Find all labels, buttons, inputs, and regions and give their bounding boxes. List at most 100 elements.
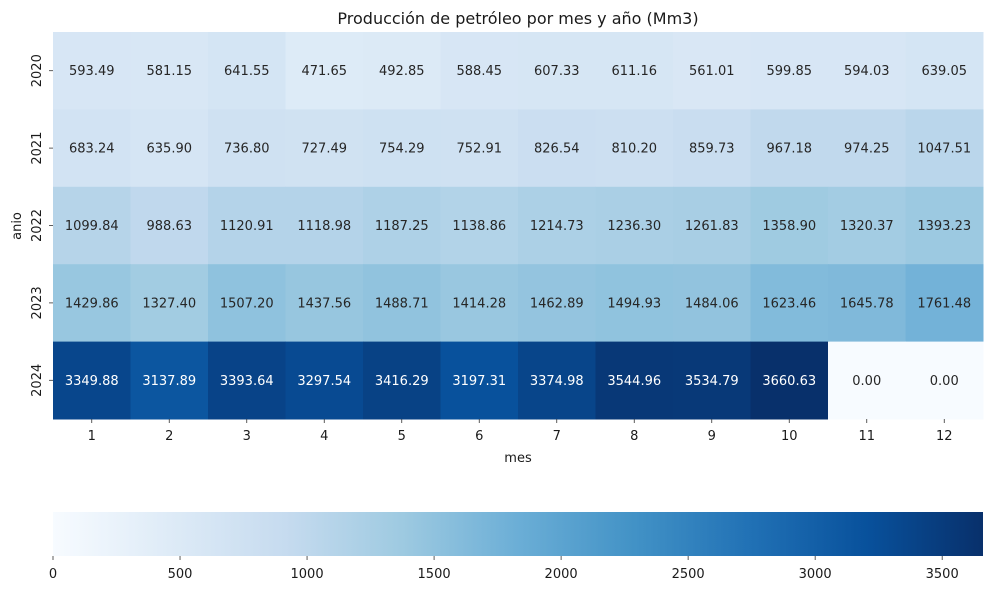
cell-value-label: 1320.37 — [840, 219, 894, 234]
colorbar-tick-label: 3500 — [926, 567, 959, 582]
cell-value-label: 1393.23 — [917, 219, 971, 234]
cell-value-label: 810.20 — [612, 142, 658, 157]
cell-value-label: 1761.48 — [917, 296, 971, 311]
heatmap-cell — [828, 264, 906, 343]
chart-title: Producción de petróleo por mes y año (Mm… — [337, 9, 698, 28]
heatmap-cell — [750, 264, 829, 343]
cell-value-label: 1484.06 — [685, 296, 739, 311]
heatmap-cell — [518, 341, 596, 420]
cell-value-label: 3534.79 — [685, 374, 739, 389]
cell-value-label: 826.54 — [534, 142, 580, 157]
heatmap-cell — [285, 32, 364, 110]
heatmap-cell — [518, 186, 596, 265]
cell-value-label: 561.01 — [689, 64, 735, 79]
cell-value-label: 1358.90 — [762, 219, 816, 234]
heatmap-cell — [673, 264, 751, 343]
cell-value-label: 3416.29 — [375, 374, 429, 389]
x-tick-label: 1 — [88, 429, 96, 444]
cell-value-label: 599.85 — [767, 64, 813, 79]
cell-value-label: 1414.28 — [452, 296, 506, 311]
cell-value-label: 1429.86 — [65, 296, 119, 311]
heatmap-cell — [285, 109, 364, 188]
heatmap-cell — [440, 109, 519, 188]
cell-value-label: 492.85 — [379, 64, 425, 79]
cell-value-label: 967.18 — [767, 142, 813, 157]
cell-value-label: 581.15 — [147, 64, 193, 79]
colorbar-tick-label: 2000 — [545, 567, 578, 582]
heatmap-cell — [130, 341, 209, 420]
x-tick-label: 4 — [320, 429, 328, 444]
cell-value-label: 641.55 — [224, 64, 270, 79]
heatmap-cell — [905, 186, 984, 265]
heatmap-cell — [750, 109, 829, 188]
cell-value-label: 471.65 — [302, 64, 348, 79]
heatmap-cell — [595, 109, 674, 188]
heatmap-cell — [673, 341, 751, 420]
y-tick-label: 2022 — [30, 209, 45, 242]
cell-value-label: 639.05 — [922, 64, 968, 79]
heatmap-cell — [363, 341, 441, 420]
colorbar: 0 500 1000 1500 2000 2500 3000 3500 — [49, 512, 983, 582]
heatmap-cell — [905, 109, 984, 188]
cell-value-label: 3137.89 — [142, 374, 196, 389]
y-tick-label: 2023 — [30, 286, 45, 319]
cell-value-label: 974.25 — [844, 142, 890, 157]
cell-value-label: 1099.84 — [65, 219, 119, 234]
heatmap-cell — [518, 264, 596, 343]
heatmap-cell — [828, 32, 906, 110]
heatmap-cell — [363, 32, 441, 110]
colorbar-tick-label: 0 — [49, 567, 57, 582]
colorbar-tick-label: 2500 — [672, 567, 705, 582]
heatmap-cell — [828, 186, 906, 265]
heatmap-cell — [208, 341, 286, 420]
heatmap-cell — [440, 341, 519, 420]
cell-value-label: 1494.93 — [607, 296, 661, 311]
cell-value-label: 1261.83 — [685, 219, 739, 234]
cell-value-label: 1214.73 — [530, 219, 584, 234]
heatmap-cell — [130, 109, 209, 188]
x-tick-label: 3 — [243, 429, 251, 444]
cell-value-label: 588.45 — [457, 64, 503, 79]
cell-value-label: 683.24 — [69, 142, 115, 157]
cell-value-label: 752.91 — [457, 142, 503, 157]
heatmap-cell — [208, 109, 286, 188]
heatmap-cell — [905, 264, 984, 343]
heatmap-cell — [440, 264, 519, 343]
heatmap-cell — [518, 109, 596, 188]
y-axis-label: anio — [10, 212, 25, 240]
cell-value-label: 1120.91 — [220, 219, 274, 234]
cell-value-label: 3197.31 — [452, 374, 506, 389]
heatmap-cell — [363, 186, 441, 265]
cell-value-label: 3297.54 — [297, 374, 351, 389]
heatmap-cell — [208, 32, 286, 110]
cell-value-label: 736.80 — [224, 142, 270, 157]
cell-value-label: 594.03 — [844, 64, 890, 79]
heatmap-cell — [673, 32, 751, 110]
cell-value-label: 3374.98 — [530, 374, 584, 389]
x-tick-label: 7 — [553, 429, 561, 444]
heatmap-cell — [750, 186, 829, 265]
heatmap-cell — [595, 186, 674, 265]
heatmap-cell — [595, 264, 674, 343]
cell-value-label: 611.16 — [612, 64, 658, 79]
heatmap-cell — [53, 186, 131, 265]
heatmap-cell — [905, 32, 984, 110]
heatmap-cell — [285, 186, 364, 265]
x-tick-label: 10 — [781, 429, 798, 444]
cell-value-label: 635.90 — [147, 142, 193, 157]
heatmap-cell — [440, 32, 519, 110]
x-axis-ticks: 1 2 3 4 5 6 7 8 9 10 11 12 — [88, 419, 953, 444]
y-tick-label: 2024 — [30, 364, 45, 397]
colorbar-tick-label: 3000 — [799, 567, 832, 582]
cell-value-label: 1118.98 — [297, 219, 351, 234]
heatmap-cell — [440, 186, 519, 265]
cell-value-label: 1187.25 — [375, 219, 429, 234]
heatmap-cell — [53, 109, 131, 188]
cell-value-label: 3393.64 — [220, 374, 274, 389]
cell-value-label: 1236.30 — [607, 219, 661, 234]
y-axis-ticks: 2020 2021 2022 2023 2024 — [30, 54, 53, 397]
x-axis-label: mes — [504, 451, 532, 466]
cell-value-label: 1138.86 — [452, 219, 506, 234]
x-tick-label: 2 — [165, 429, 173, 444]
